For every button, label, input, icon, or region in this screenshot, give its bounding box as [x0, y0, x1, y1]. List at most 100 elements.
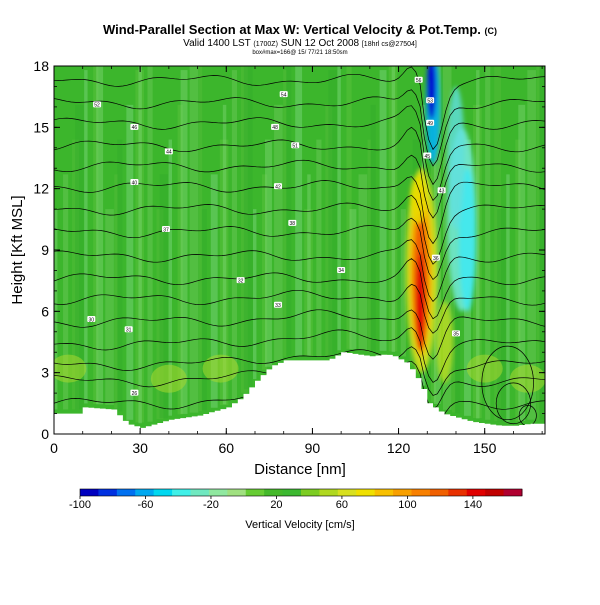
x-tick-label: 120	[387, 440, 411, 456]
colorbar-swatch	[301, 489, 320, 496]
theta-label-bg	[337, 266, 346, 273]
theta-label-text: 45	[424, 154, 430, 160]
theta-contour-line	[54, 239, 545, 302]
velocity-streak	[283, 70, 287, 357]
colorbar-swatch	[429, 489, 449, 496]
velocity-patch	[54, 354, 87, 383]
velocity-streak	[156, 209, 164, 420]
chart-subtitle: Valid 1400 LST (1700Z) SUN 12 Oct 2008 […	[183, 38, 417, 49]
theta-label-bg	[291, 142, 300, 149]
theta-label-bg	[431, 254, 440, 261]
theta-label-text: 37	[163, 227, 169, 233]
velocity-streak	[126, 104, 134, 420]
velocity-streak	[515, 139, 521, 422]
theta-contour-line	[495, 382, 531, 425]
theta-contour-line	[54, 105, 545, 186]
theta-label-bg	[288, 219, 297, 226]
colorbar-swatch	[190, 489, 210, 496]
velocity-patch	[509, 364, 545, 393]
theta-label: 31	[124, 326, 133, 334]
colorbar-swatch	[411, 489, 431, 496]
colorbar-swatch	[153, 489, 173, 496]
velocity-streak	[274, 104, 283, 361]
theta-label: 33	[273, 301, 282, 309]
velocity-core	[435, 301, 454, 383]
velocity-core	[410, 174, 428, 224]
theta-label-bg	[130, 123, 139, 130]
theta-contour-line	[54, 126, 545, 202]
theta-contour-line	[54, 154, 545, 219]
velocity-patch	[150, 364, 187, 393]
velocity-streak	[84, 70, 88, 404]
velocity-streak	[286, 66, 292, 357]
colorbar-swatch	[282, 489, 302, 496]
theta-label: 48	[271, 123, 280, 131]
x-tick-label: 150	[473, 440, 497, 456]
colorbar: -100 -60 -20 20 60 100 140	[69, 488, 523, 511]
velocity-streak	[180, 70, 188, 414]
theta-label: 54	[279, 91, 288, 98]
velocity-streak	[304, 209, 313, 357]
x-tick-label: 0	[50, 440, 58, 456]
plot-area: 26 30 31 32 33 34 37 38 40 42 44 46 48 51 52 54 35 36 43 45…	[54, 66, 545, 434]
x-tick-label: 60	[218, 440, 234, 456]
y-tick-label: 18	[33, 58, 49, 74]
chart-title: Wind-Parallel Section at Max W: Vertical…	[103, 22, 497, 37]
velocity-features	[405, 66, 477, 383]
theta-label-bg	[437, 187, 446, 194]
velocity-streak	[105, 209, 114, 405]
velocity-streak	[433, 66, 441, 404]
colorbar-tick-label: 140	[464, 499, 482, 511]
theta-label-text: 26	[132, 391, 138, 397]
theta-contour-labels: 26 30 31 32 33 34 37 38 40 42 44 46 48 51 52 54 35 36 43 45…	[87, 76, 460, 397]
colorbar-frame	[79, 488, 523, 497]
theta-label-bg	[236, 277, 245, 284]
colorbar-tick-label: 20	[270, 499, 282, 511]
theta-label: 43	[437, 187, 446, 195]
theta-label-bg	[130, 389, 139, 396]
velocity-streak	[473, 104, 482, 419]
theta-label: 32	[236, 277, 245, 284]
y-tick-label: 12	[33, 181, 49, 197]
y-tick-label: 6	[41, 303, 49, 319]
theta-label-text: 53	[427, 99, 433, 105]
velocity-streak	[240, 66, 248, 393]
velocity-streak	[222, 104, 227, 405]
velocity-streak	[370, 104, 376, 353]
theta-label-bg	[164, 148, 173, 155]
theta-label-text: 49	[427, 121, 433, 127]
velocity-streak	[159, 174, 169, 419]
theta-contour-line	[54, 258, 545, 320]
velocity-streak	[201, 209, 207, 411]
colorbar-swatch	[337, 489, 357, 496]
colorbar-tick-label: -20	[203, 499, 219, 511]
velocity-streak	[63, 174, 69, 410]
colorbar-swatch	[448, 489, 468, 496]
velocity-streak	[367, 139, 371, 352]
velocity-streak	[388, 66, 398, 352]
theta-label: 44	[164, 148, 173, 156]
velocity-streak	[485, 66, 491, 420]
velocity-streak	[262, 174, 268, 370]
velocity-streaks	[54, 66, 545, 424]
velocity-streak	[75, 104, 84, 410]
colorbar-label: Vertical Velocity [cm/s]	[245, 519, 354, 531]
y-axis-label: Height [Kft MSL]	[9, 195, 26, 304]
theta-label-bg	[426, 97, 435, 104]
velocity-streak	[243, 66, 253, 390]
velocity-streak	[391, 66, 396, 352]
theta-label-text: 35	[453, 332, 459, 338]
colorbar-swatch	[116, 489, 136, 496]
theta-label-bg	[87, 316, 96, 323]
colorbar-swatch	[135, 489, 155, 496]
x-tick-label: 30	[132, 440, 148, 456]
colorbar-swatch	[485, 489, 505, 496]
theta-label-text: 42	[275, 184, 281, 190]
colorbar-swatch	[245, 489, 265, 496]
velocity-core	[447, 86, 465, 230]
colorbar-tick-label: -100	[69, 499, 91, 511]
colorbar-swatch	[80, 489, 99, 496]
colorbar-swatch	[172, 489, 191, 496]
